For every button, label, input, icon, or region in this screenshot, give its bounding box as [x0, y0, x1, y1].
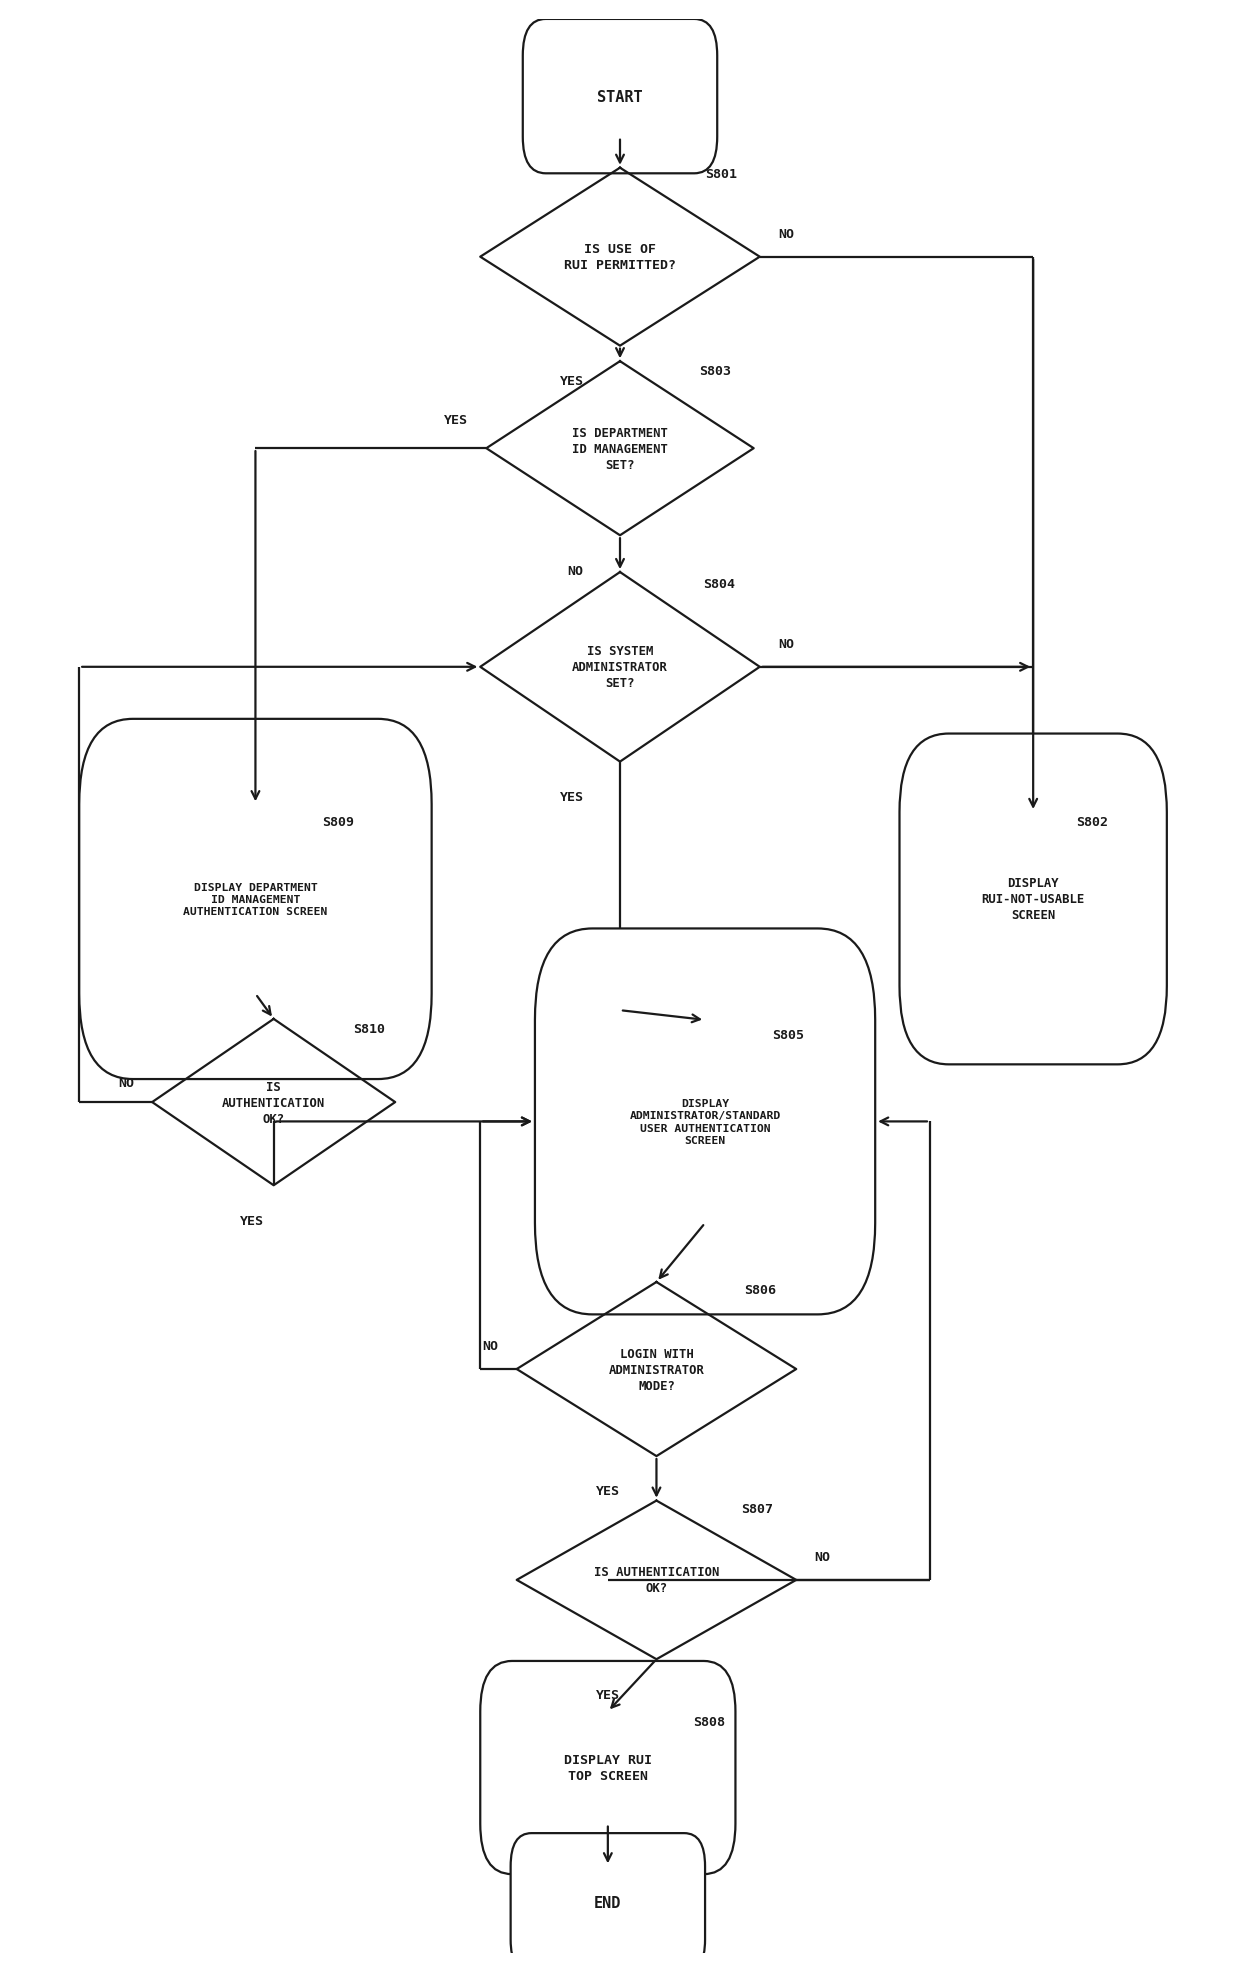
Polygon shape — [480, 168, 760, 347]
FancyBboxPatch shape — [79, 720, 432, 1079]
Text: NO: NO — [777, 227, 794, 241]
Text: YES: YES — [444, 414, 467, 426]
Text: DISPLAY
ADMINISTRATOR/STANDARD
USER AUTHENTICATION
SCREEN: DISPLAY ADMINISTRATOR/STANDARD USER AUTH… — [630, 1099, 781, 1146]
FancyBboxPatch shape — [511, 1833, 706, 1973]
Text: YES: YES — [559, 791, 584, 803]
Text: IS
AUTHENTICATION
OK?: IS AUTHENTICATION OK? — [222, 1079, 325, 1125]
Text: IS DEPARTMENT
ID MANAGEMENT
SET?: IS DEPARTMENT ID MANAGEMENT SET? — [572, 426, 668, 472]
Text: S805: S805 — [771, 1028, 804, 1042]
Text: IS USE OF
RUI PERMITTED?: IS USE OF RUI PERMITTED? — [564, 243, 676, 272]
Text: S808: S808 — [693, 1715, 725, 1728]
FancyBboxPatch shape — [523, 20, 717, 174]
Text: IS SYSTEM
ADMINISTRATOR
SET?: IS SYSTEM ADMINISTRATOR SET? — [572, 645, 668, 691]
Text: NO: NO — [568, 564, 584, 578]
Text: S807: S807 — [742, 1501, 774, 1515]
Text: DISPLAY DEPARTMENT
ID MANAGEMENT
AUTHENTICATION SCREEN: DISPLAY DEPARTMENT ID MANAGEMENT AUTHENT… — [184, 882, 327, 917]
Polygon shape — [480, 572, 760, 762]
Text: NO: NO — [777, 637, 794, 651]
Text: DISPLAY
RUI-NOT-USABLE
SCREEN: DISPLAY RUI-NOT-USABLE SCREEN — [982, 878, 1085, 921]
FancyBboxPatch shape — [534, 929, 875, 1314]
Text: IS AUTHENTICATION
OK?: IS AUTHENTICATION OK? — [594, 1567, 719, 1594]
Text: NO: NO — [815, 1551, 831, 1563]
Polygon shape — [517, 1282, 796, 1456]
Text: YES: YES — [559, 375, 584, 389]
Text: NO: NO — [118, 1077, 134, 1089]
Polygon shape — [486, 361, 754, 537]
Text: END: END — [594, 1896, 621, 1910]
Text: S810: S810 — [352, 1022, 384, 1036]
Text: YES: YES — [596, 1484, 620, 1498]
Text: NO: NO — [482, 1340, 498, 1353]
Text: S802: S802 — [1075, 815, 1107, 829]
Text: S806: S806 — [744, 1284, 776, 1296]
Text: S804: S804 — [703, 578, 734, 590]
Text: YES: YES — [596, 1687, 620, 1701]
FancyBboxPatch shape — [480, 1661, 735, 1874]
Polygon shape — [517, 1501, 796, 1659]
Text: S809: S809 — [322, 815, 355, 829]
FancyBboxPatch shape — [899, 734, 1167, 1065]
Text: S803: S803 — [699, 365, 732, 379]
Text: DISPLAY RUI
TOP SCREEN: DISPLAY RUI TOP SCREEN — [564, 1754, 652, 1782]
Text: START: START — [598, 89, 642, 105]
Text: LOGIN WITH
ADMINISTRATOR
MODE?: LOGIN WITH ADMINISTRATOR MODE? — [609, 1348, 704, 1391]
Text: YES: YES — [239, 1213, 264, 1227]
Text: S801: S801 — [706, 168, 737, 182]
Polygon shape — [153, 1020, 396, 1186]
